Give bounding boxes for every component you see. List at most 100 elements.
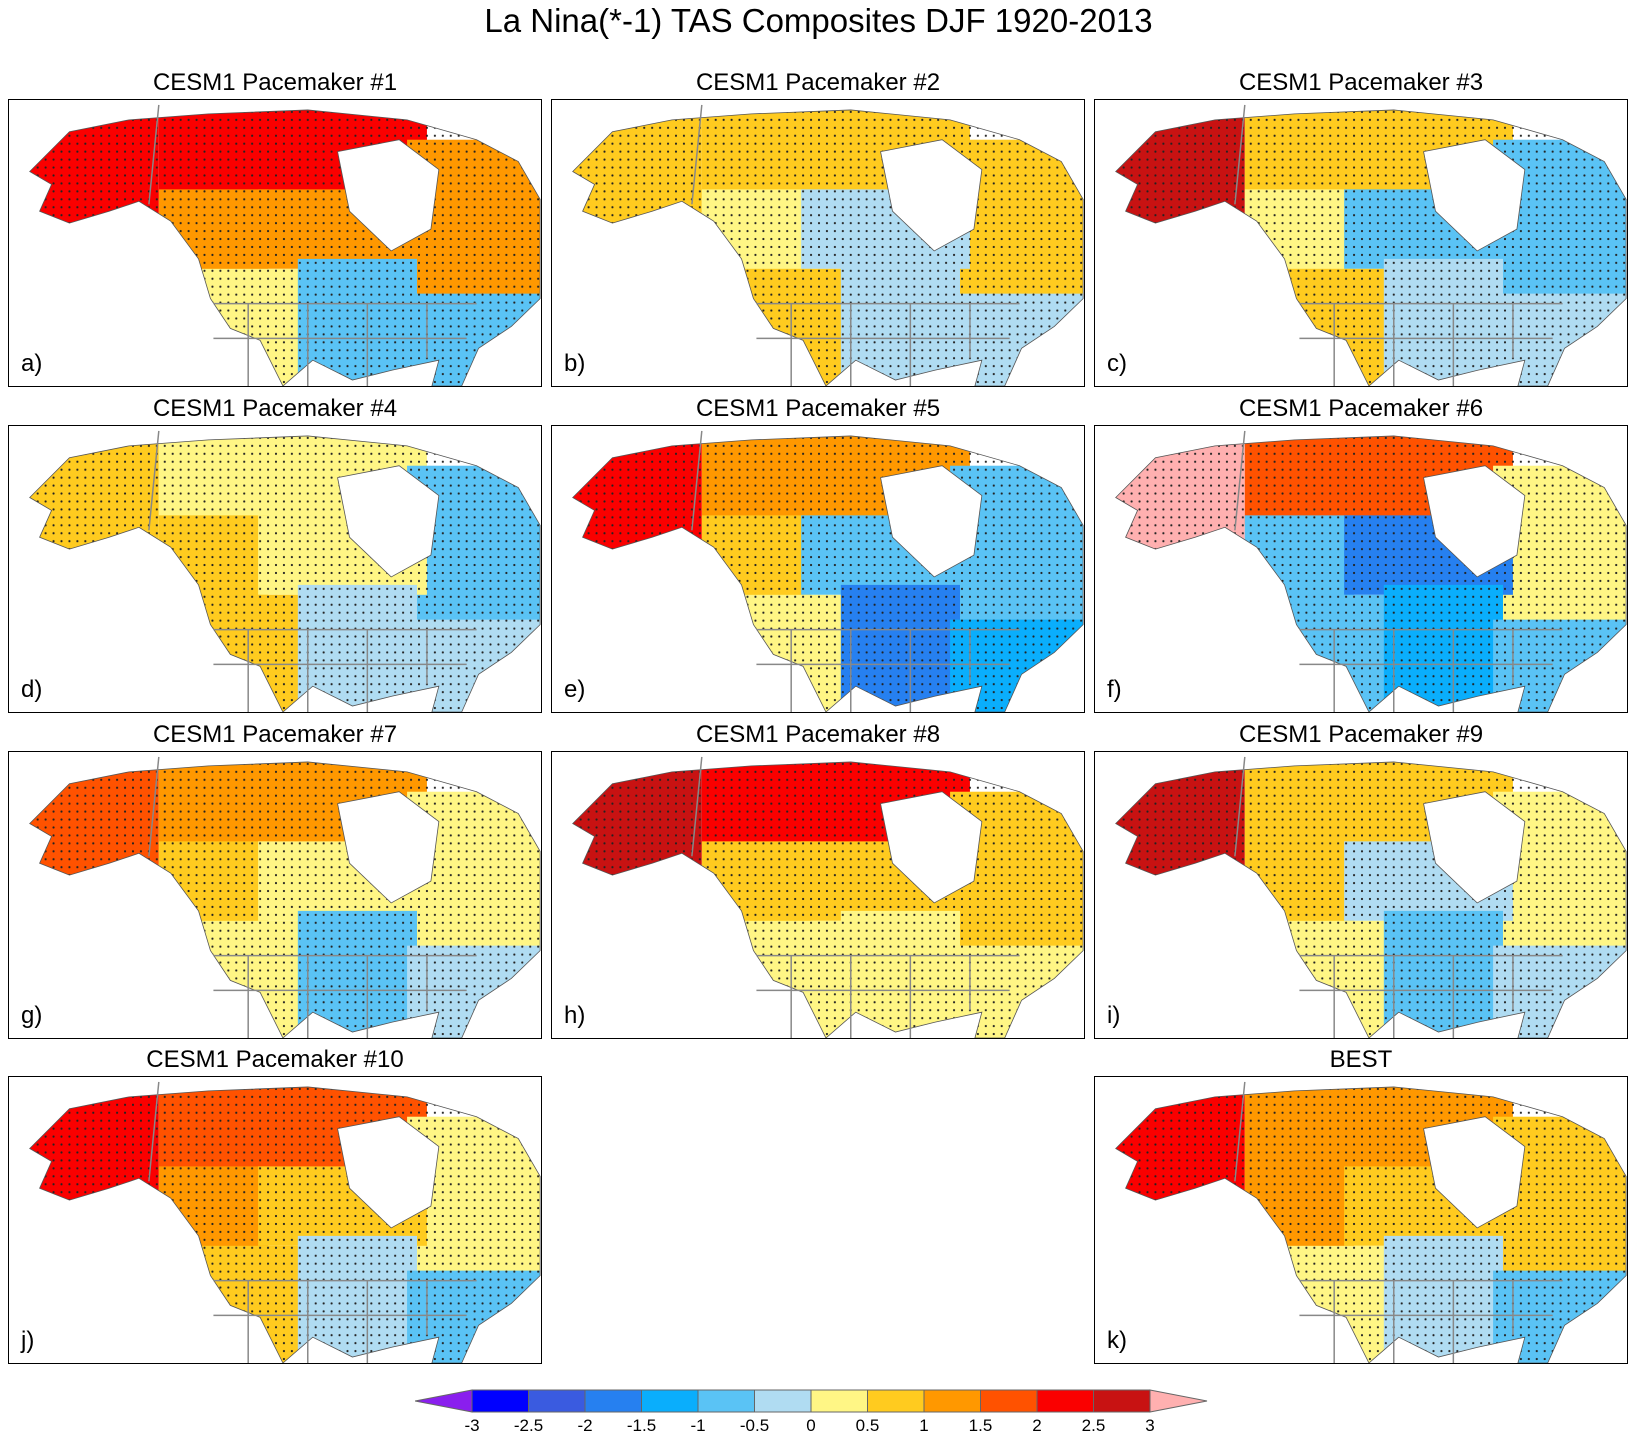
significance-stipple <box>572 435 1084 712</box>
map-panel: b) <box>551 99 1085 387</box>
panel-title: CESM1 Pacemaker #10 <box>146 1046 404 1073</box>
colorbar-bin <box>923 1389 981 1413</box>
colorbar-low-arrow <box>415 1389 473 1413</box>
hudson-bay-coast <box>880 791 983 904</box>
coastline <box>1115 435 1627 712</box>
hudson-bay-coast <box>880 465 983 578</box>
significance-stipple <box>1115 761 1627 1038</box>
map-panel: g) <box>8 751 542 1039</box>
panel-label: e) <box>564 676 586 703</box>
hudson-bay-coast <box>1423 465 1526 578</box>
colorbar-tick-label: 2.5 <box>1081 1416 1106 1435</box>
coastline <box>1115 109 1627 386</box>
significance-stipple <box>1115 435 1627 712</box>
colorbar-tick-label: -2 <box>577 1416 593 1435</box>
significance-stipple <box>29 435 541 712</box>
coastline <box>1115 761 1627 1038</box>
temperature-anomaly-map <box>1115 430 1627 712</box>
hudson-bay <box>337 139 439 251</box>
hudson-bay <box>880 465 982 577</box>
border-lines <box>691 430 1020 712</box>
coastline <box>29 1086 541 1363</box>
panel-label: j) <box>21 1327 35 1354</box>
hudson-bay <box>1423 139 1525 251</box>
panel-label: g) <box>21 1002 43 1029</box>
colorbar-bin <box>641 1389 699 1413</box>
map-panel: k) <box>1094 1076 1628 1364</box>
colorbar-tick-label: -1.5 <box>626 1416 657 1435</box>
significance-stipple <box>1115 1086 1627 1363</box>
colorbar-bin <box>867 1389 925 1413</box>
colorbar-high-arrow <box>1149 1389 1208 1413</box>
colorbar-tick-label: 1 <box>919 1416 929 1435</box>
panel-label: c) <box>1107 350 1127 377</box>
map-panel: a) <box>8 99 542 387</box>
significance-stipple <box>1115 109 1627 386</box>
temperature-anomaly-map <box>29 1081 541 1363</box>
panel-title: CESM1 Pacemaker #7 <box>152 721 398 748</box>
panel-title: CESM1 Pacemaker #2 <box>695 69 941 96</box>
map-panel: i) <box>1094 751 1628 1039</box>
temperature-anomaly-map <box>29 756 541 1038</box>
colorbar-tick-label: 0 <box>806 1416 816 1435</box>
temperature-anomaly-map <box>572 430 1084 712</box>
temperature-anomaly-map <box>572 104 1084 386</box>
colorbar-bin <box>810 1389 868 1413</box>
colorbar-bin <box>528 1389 586 1413</box>
panel-label: a) <box>21 350 43 377</box>
colorbar-tick-label: -0.5 <box>739 1416 770 1435</box>
panel-label: i) <box>1107 1002 1121 1029</box>
colorbar-tick-label: 0.5 <box>855 1416 880 1435</box>
hudson-bay-coast <box>1423 139 1526 252</box>
temperature-anomaly-map <box>1115 104 1627 386</box>
hudson-bay <box>880 791 982 903</box>
temperature-anomaly-map <box>1115 756 1627 1038</box>
hudson-bay <box>337 1116 439 1228</box>
figure-title: La Nina(*-1) TAS Composites DJF 1920-201… <box>484 2 1153 39</box>
panel-title: CESM1 Pacemaker #9 <box>1238 721 1484 748</box>
panel-title: CESM1 Pacemaker #5 <box>695 395 941 422</box>
panel-title: BEST <box>1329 1046 1393 1073</box>
panel-label: b) <box>564 350 586 377</box>
colorbar-bin <box>697 1389 755 1413</box>
colorbar <box>415 1389 1208 1413</box>
coastline <box>29 435 541 712</box>
colorbar-tick-label: -3 <box>464 1416 480 1435</box>
significance-stipple <box>572 761 1084 1038</box>
hudson-bay <box>1423 791 1525 903</box>
border-lines <box>148 430 477 712</box>
colorbar-bin <box>1036 1389 1094 1413</box>
border-lines <box>148 756 477 1038</box>
colorbar-tick-label: -2.5 <box>513 1416 544 1435</box>
panel-label: f) <box>1107 676 1122 703</box>
colorbar-tick-label: 1.5 <box>968 1416 993 1435</box>
hudson-bay <box>880 139 982 251</box>
colorbar-tick-label: -1 <box>690 1416 706 1435</box>
border-lines <box>691 104 1020 386</box>
hudson-bay <box>337 465 439 577</box>
border-lines <box>691 756 1020 1038</box>
border-lines <box>1234 1081 1563 1363</box>
coastline <box>572 761 1084 1038</box>
significance-stipple <box>572 109 1084 386</box>
colorbar-bin <box>754 1389 812 1413</box>
coastline <box>29 109 541 386</box>
panel-title: CESM1 Pacemaker #3 <box>1238 69 1484 96</box>
map-panel: h) <box>551 751 1085 1039</box>
border-lines <box>1234 430 1563 712</box>
hudson-bay <box>1423 465 1525 577</box>
hudson-bay-coast <box>337 791 440 904</box>
map-panel: c) <box>1094 99 1628 387</box>
significance-stipple <box>29 761 541 1038</box>
hudson-bay <box>337 791 439 903</box>
hudson-bay-coast <box>337 465 440 578</box>
map-panel: f) <box>1094 425 1628 713</box>
panel-label: h) <box>564 1002 586 1029</box>
significance-stipple <box>29 1086 541 1363</box>
hudson-bay-coast <box>880 139 983 252</box>
border-lines <box>148 104 477 386</box>
temperature-anomaly-map <box>572 756 1084 1038</box>
border-lines <box>1234 756 1563 1038</box>
panel-title: CESM1 Pacemaker #6 <box>1238 395 1484 422</box>
temperature-anomaly-map <box>29 104 541 386</box>
